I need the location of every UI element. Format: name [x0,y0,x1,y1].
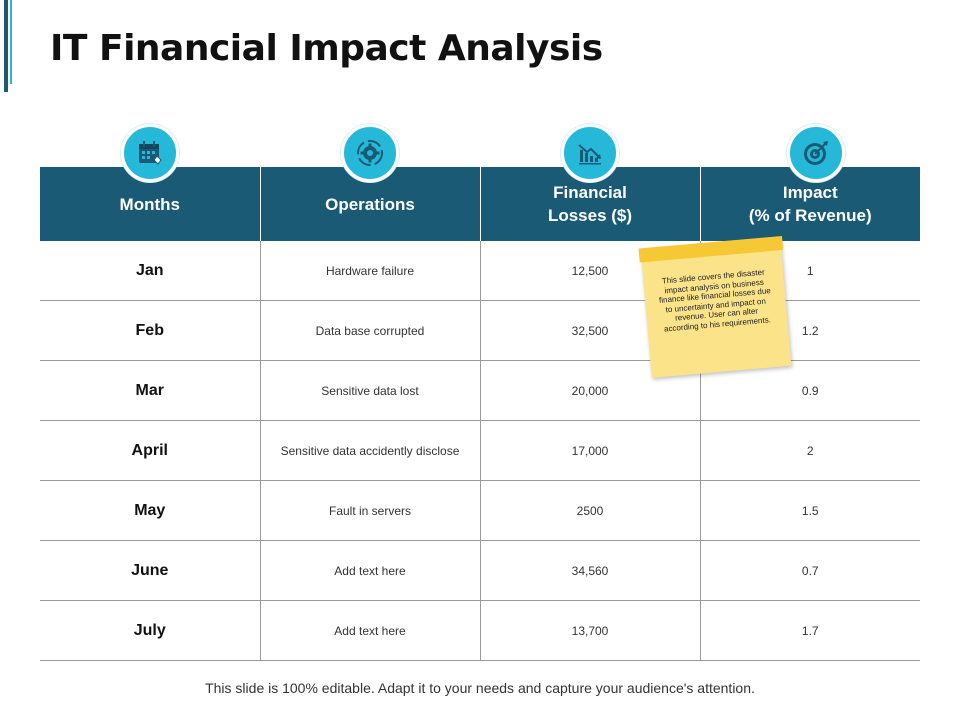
impact-table: Months Operations Financial Losses ($) Im… [40,167,920,661]
table-row: April Sensitive data accidently disclose… [40,420,920,481]
calendar-icon [121,124,179,182]
loss-cell: 2500 [480,480,701,541]
page-title: IT Financial Impact Analysis [50,28,603,69]
month-cell: July [40,600,261,661]
table-header-row: Months Operations Financial Losses ($) Im… [40,167,920,241]
header-operations: Operations [260,167,481,241]
month-cell: May [40,480,261,541]
accent-bar [4,0,8,92]
footer-text: This slide is 100% editable. Adapt it to… [205,680,755,696]
operation-cell: Sensitive data accidently disclose [260,420,481,481]
table-row: May Fault in servers 2500 1.5 [40,480,920,541]
loss-cell: 13,700 [480,600,701,661]
month-cell: April [40,420,261,481]
target-icon [787,124,845,182]
impact-cell: 1.7 [700,600,920,661]
operation-cell: Data base corrupted [260,300,481,361]
accent-bar-thin [10,0,12,84]
table-row: Mar Sensitive data lost 20,000 0.9 [40,360,920,421]
operation-cell: Fault in servers [260,480,481,541]
loss-cell: 34,560 [480,540,701,601]
impact-cell: 1.5 [700,480,920,541]
table-row: Jan Hardware failure 12,500 1 [40,241,920,301]
chart-loss-icon [561,124,619,182]
operation-cell: Sensitive data lost [260,360,481,421]
operation-cell: Hardware failure [260,241,481,301]
impact-cell: 0.9 [700,360,920,421]
sticky-note: This slide covers the disaster impact an… [638,235,792,378]
table-row: July Add text here 13,700 1.7 [40,600,920,661]
month-cell: Jan [40,241,261,301]
month-cell: Feb [40,300,261,361]
table-row: June Add text here 34,560 0.7 [40,540,920,601]
table-row: Feb Data base corrupted 32,500 1.2 [40,300,920,361]
impact-cell: 0.7 [700,540,920,601]
month-cell: Mar [40,360,261,421]
sticky-note-text: This slide covers the disaster impact an… [658,267,772,334]
operation-cell: Add text here [260,600,481,661]
loss-cell: 17,000 [480,420,701,481]
operation-cell: Add text here [260,540,481,601]
month-cell: June [40,540,261,601]
impact-cell: 2 [700,420,920,481]
gear-icon [341,124,399,182]
